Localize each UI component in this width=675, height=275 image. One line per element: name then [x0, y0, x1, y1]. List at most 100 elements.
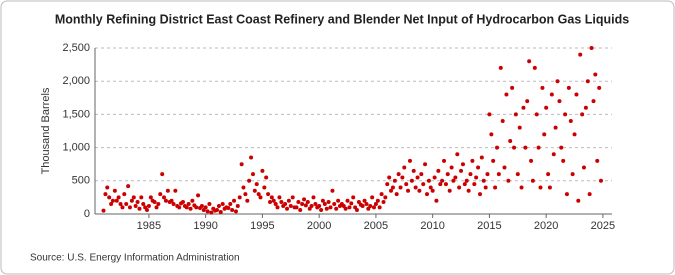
point — [591, 99, 596, 104]
point — [598, 178, 603, 183]
point — [215, 208, 220, 213]
point — [390, 185, 395, 190]
point — [479, 155, 484, 160]
point — [237, 195, 242, 200]
point — [502, 165, 507, 170]
point — [466, 188, 471, 193]
point — [424, 192, 429, 197]
point — [260, 168, 265, 173]
point — [311, 195, 316, 200]
point — [595, 158, 600, 163]
point — [186, 202, 191, 207]
point — [184, 205, 189, 210]
point — [269, 195, 274, 200]
point — [438, 182, 443, 187]
point — [216, 204, 221, 209]
point — [107, 195, 112, 200]
point — [105, 185, 110, 190]
point — [370, 195, 375, 200]
point — [144, 208, 149, 213]
point — [460, 162, 465, 167]
point — [277, 195, 282, 200]
point — [381, 200, 386, 205]
point — [268, 200, 273, 205]
point — [112, 188, 117, 193]
point — [135, 200, 140, 205]
point — [389, 188, 394, 193]
point — [235, 204, 240, 209]
point — [279, 200, 284, 205]
point — [428, 185, 433, 190]
point — [109, 202, 114, 207]
point — [587, 192, 592, 197]
point — [472, 182, 477, 187]
point — [519, 185, 524, 190]
point — [349, 201, 354, 206]
point — [262, 185, 267, 190]
point — [165, 188, 170, 193]
point — [362, 198, 367, 203]
point — [407, 158, 412, 163]
point — [180, 200, 185, 205]
point — [487, 112, 492, 117]
point — [110, 198, 115, 203]
point — [330, 188, 335, 193]
point — [534, 112, 539, 117]
y-tick-label: 0 — [84, 208, 90, 220]
point — [209, 210, 214, 215]
point — [232, 198, 237, 203]
point — [250, 172, 255, 177]
point — [434, 198, 439, 203]
point — [177, 205, 182, 210]
y-axis-label: Thousand Barrels — [40, 87, 52, 174]
x-tick-label: 2025 — [591, 220, 615, 232]
point — [154, 205, 159, 210]
point — [402, 165, 407, 170]
point — [529, 158, 534, 163]
point — [152, 200, 157, 205]
point — [457, 185, 462, 190]
point — [415, 175, 420, 180]
point — [400, 175, 405, 180]
point — [426, 178, 431, 183]
point — [547, 185, 552, 190]
point — [523, 145, 528, 150]
point — [336, 198, 341, 203]
point — [275, 205, 280, 210]
point — [256, 192, 261, 197]
point — [220, 202, 225, 207]
source-note: Source: U.S. Energy Information Administ… — [30, 253, 240, 264]
point — [205, 209, 210, 214]
point — [551, 152, 556, 157]
point — [120, 205, 125, 210]
x-tick-label: 2005 — [364, 220, 388, 232]
point — [230, 208, 235, 213]
point — [512, 145, 517, 150]
point — [485, 172, 490, 177]
point — [546, 172, 551, 177]
point — [171, 202, 176, 207]
point — [254, 182, 259, 187]
point — [538, 185, 543, 190]
y-tick-label: 500 — [72, 175, 90, 187]
point — [489, 132, 494, 137]
point — [436, 168, 441, 173]
point — [286, 198, 291, 203]
point — [169, 198, 174, 203]
point — [258, 195, 263, 200]
point — [585, 79, 590, 84]
point — [303, 203, 308, 208]
point — [477, 192, 482, 197]
point — [103, 192, 108, 197]
point — [404, 182, 409, 187]
point — [190, 198, 195, 203]
point — [517, 125, 522, 130]
x-tick-label: 2015 — [477, 220, 501, 232]
x-tick-label: 2010 — [420, 220, 444, 232]
point — [508, 138, 513, 143]
point — [521, 105, 526, 110]
point — [196, 193, 201, 198]
point — [173, 188, 178, 193]
point — [442, 158, 447, 163]
point — [398, 185, 403, 190]
